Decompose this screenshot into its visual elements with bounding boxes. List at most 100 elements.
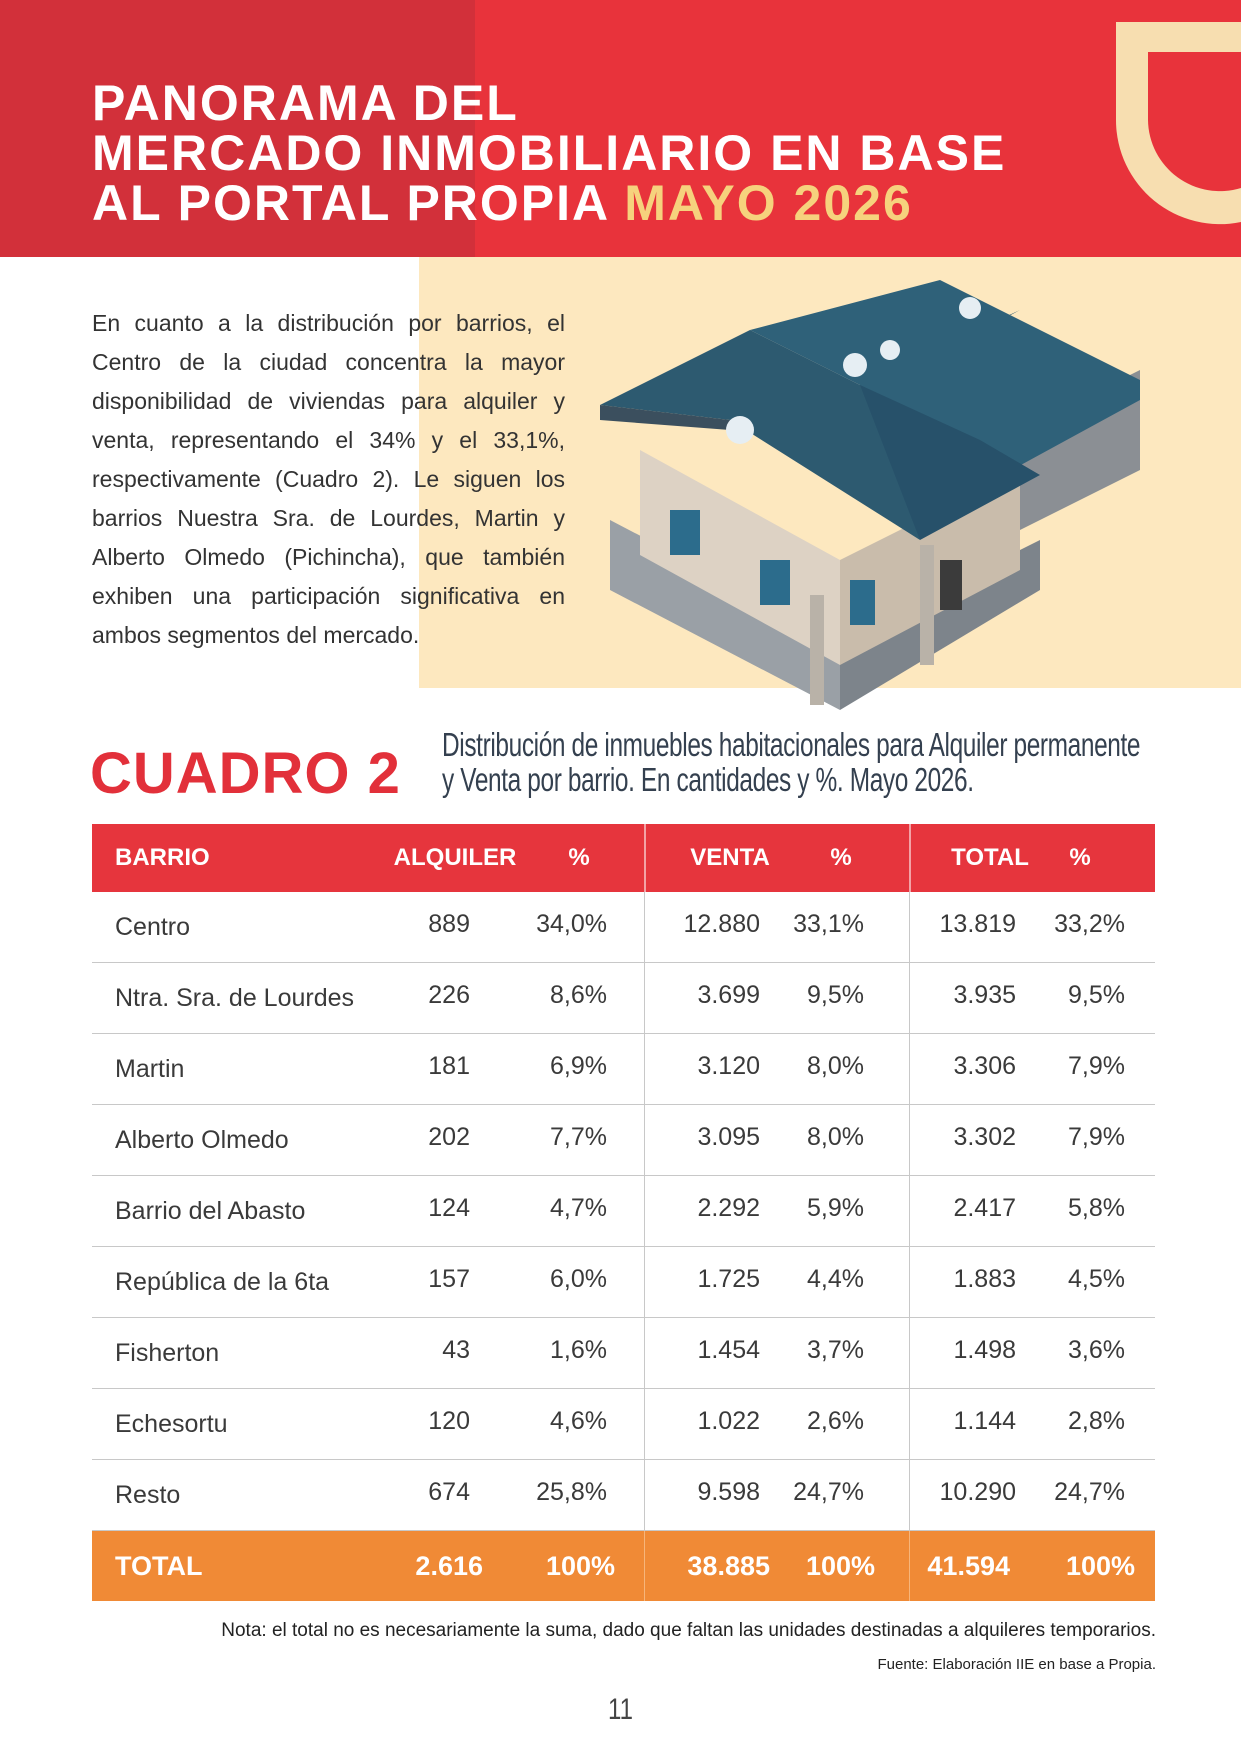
barrio-name: Echesortu [115, 1410, 228, 1438]
column-divider [909, 1460, 910, 1531]
cell-value: 1.498 [953, 1336, 1016, 1364]
barrio-name: Martin [115, 1055, 185, 1083]
total-value: TOTAL [115, 1551, 203, 1581]
barrio-name: Alberto Olmedo [115, 1126, 289, 1154]
column-divider [644, 1318, 645, 1389]
cell-value: 4,7% [550, 1194, 607, 1222]
cuadro-label: CUADRO 2 [90, 741, 401, 806]
cell-value: 5,8% [1068, 1194, 1125, 1222]
total-value: 100% [1065, 1551, 1135, 1581]
cell-value: 13.819 [939, 910, 1016, 938]
cell-value: 3.306 [953, 1052, 1016, 1080]
caption-line: Distribución de inmuebles habitacionales… [442, 726, 1141, 763]
cell-value: 7,9% [1068, 1123, 1125, 1151]
title-line: PANORAMA DEL [92, 75, 519, 131]
cell-value: 5,9% [807, 1194, 864, 1222]
title: PANORAMA DEL MERCADO INMOBILIARIO EN BAS… [92, 78, 1006, 228]
header-divider [909, 824, 911, 892]
header-divider [644, 824, 646, 892]
cell-value: 8,0% [807, 1052, 864, 1080]
cell-value: 7,9% [1068, 1052, 1125, 1080]
cell-value: 181 [428, 1052, 470, 1080]
column-divider [909, 963, 910, 1034]
column-divider [909, 892, 910, 963]
cell-value: 9.598 [697, 1478, 760, 1506]
column-divider [644, 1176, 645, 1247]
cell-value: 9,5% [807, 981, 864, 1009]
total-value: 2.616 [415, 1551, 483, 1581]
column-header: % [568, 844, 590, 871]
cell-value: 9,5% [1068, 981, 1125, 1009]
cell-value: 3,7% [807, 1336, 864, 1364]
total-value: 41.594 [927, 1551, 1010, 1581]
cell-value: 12.880 [683, 910, 760, 938]
column-divider [909, 1105, 910, 1176]
column-divider [644, 892, 645, 963]
cell-value: 4,6% [550, 1407, 607, 1435]
row-line [92, 1175, 1155, 1176]
cell-value: 25,8% [536, 1478, 607, 1506]
source: Fuente: Elaboración IIE en base a Propia… [877, 1656, 1156, 1673]
column-divider [909, 1389, 910, 1460]
row-line [92, 1246, 1155, 1247]
column-header: BARRIO [115, 844, 210, 871]
column-divider [644, 1460, 645, 1531]
cell-value: 34,0% [536, 910, 607, 938]
cell-value: 33,2% [1054, 910, 1125, 938]
cell-value: 1.022 [697, 1407, 760, 1435]
cell-value: 226 [428, 981, 470, 1009]
cell-value: 1.883 [953, 1265, 1016, 1293]
barrio-name: República de la 6ta [115, 1268, 330, 1296]
house-illustration [600, 280, 1140, 710]
cell-value: 2,6% [807, 1407, 864, 1435]
column-header: TOTAL [951, 844, 1029, 871]
note: Nota: el total no es necesariamente la s… [221, 1620, 1156, 1641]
cell-value: 3.095 [697, 1123, 760, 1151]
total-divider [644, 1531, 645, 1601]
cell-value: 4,5% [1068, 1265, 1125, 1293]
barrio-name: Ntra. Sra. de Lourdes [115, 984, 355, 1012]
cell-value: 10.290 [939, 1478, 1016, 1506]
cell-value: 24,7% [793, 1478, 864, 1506]
cell-value: 8,6% [550, 981, 607, 1009]
cell-value: 1.144 [953, 1407, 1016, 1435]
column-divider [644, 963, 645, 1034]
page-number: 11 [608, 1693, 633, 1726]
column-header: % [830, 844, 852, 871]
title-line: MERCADO INMOBILIARIO EN BASE [92, 125, 1007, 181]
column-header: ALQUILER [393, 844, 517, 871]
row-line [92, 1530, 1155, 1531]
cell-value: 33,1% [793, 910, 864, 938]
cell-value: 674 [428, 1478, 470, 1506]
cell-value: 24,7% [1054, 1478, 1125, 1506]
cell-value: 43 [442, 1336, 470, 1364]
header-band-dark [0, 0, 475, 257]
cell-value: 8,0% [807, 1123, 864, 1151]
cell-value: 1.454 [697, 1336, 760, 1364]
row-line [92, 1033, 1155, 1034]
cell-value: 3.120 [697, 1052, 760, 1080]
intro-paragraph: En cuanto a la distribución por barrios,… [92, 310, 565, 648]
barrio-name: Barrio del Abasto [115, 1197, 306, 1225]
title-highlight: MAYO 2026 [624, 175, 913, 231]
total-value: 100% [805, 1551, 875, 1581]
barrio-name: Fisherton [115, 1339, 220, 1367]
cell-value: 3.699 [697, 981, 760, 1009]
cell-value: 4,4% [807, 1265, 864, 1293]
cell-value: 3,6% [1068, 1336, 1125, 1364]
total-divider [909, 1531, 910, 1601]
column-divider [644, 1105, 645, 1176]
cell-value: 2.417 [953, 1194, 1016, 1222]
cuadro-caption: Distribución de inmuebles habitacionales… [442, 726, 1141, 797]
cell-value: 202 [428, 1123, 470, 1151]
barrio-name: Resto [115, 1481, 181, 1509]
total-value: 100% [545, 1551, 615, 1581]
cell-value: 120 [428, 1407, 470, 1435]
cell-value: 6,0% [550, 1265, 607, 1293]
column-header: VENTA [690, 844, 770, 871]
row-line [92, 962, 1155, 963]
cell-value: 7,7% [550, 1123, 607, 1151]
cell-value: 3.302 [953, 1123, 1016, 1151]
row-line [92, 1459, 1155, 1460]
